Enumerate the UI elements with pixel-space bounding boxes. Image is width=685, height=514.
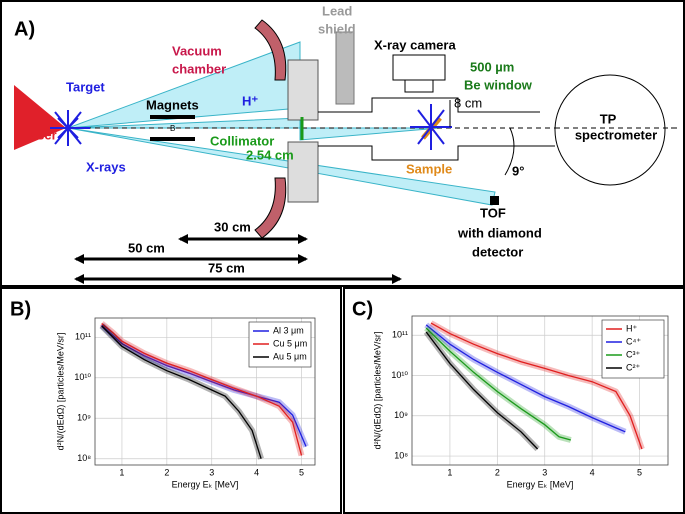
- panel-a-border: [0, 0, 685, 287]
- label: Sample: [406, 161, 452, 176]
- label: X-rays: [86, 159, 126, 174]
- x-tick-label: 1: [447, 467, 452, 477]
- magnet: [150, 115, 195, 119]
- label: H⁺: [242, 93, 258, 108]
- tof-detector: [490, 196, 499, 205]
- label: Target: [66, 79, 105, 94]
- arrow-heads: [74, 234, 402, 284]
- legend-label: C³⁺: [626, 349, 640, 359]
- x-tick-label: 1: [119, 467, 124, 477]
- label: 9°: [512, 163, 524, 178]
- legend-label: C⁴⁺: [626, 336, 641, 346]
- axes-frame: [411, 315, 669, 466]
- magnet: [150, 137, 195, 141]
- label: X-ray camera: [374, 37, 456, 52]
- panel-label: B): [10, 298, 31, 320]
- panel-b-border: [0, 287, 342, 514]
- y-tick-label: 10⁹: [77, 413, 91, 423]
- flange: [287, 141, 319, 203]
- legend-label: C²⁺: [626, 362, 640, 372]
- chamber-wall: [254, 19, 287, 81]
- y-tick-label: 10⁸: [77, 453, 91, 463]
- series-line: [425, 327, 571, 441]
- label: 500 µm: [470, 59, 514, 74]
- label: Magnets: [146, 97, 199, 112]
- label: 8 cm: [454, 95, 482, 110]
- label: shield: [318, 21, 356, 36]
- y-axis-label: d²N/(dEdΩ) [particles/MeV/sr]: [55, 333, 65, 451]
- angle-arc: [504, 127, 515, 176]
- flange: [287, 59, 319, 121]
- label: chamber: [172, 61, 226, 76]
- x-tick-label: 2: [164, 467, 169, 477]
- y-tick-label: 10¹¹: [392, 330, 408, 340]
- x-axis-label: Energy Eₖ [MeV]: [172, 479, 239, 489]
- spectrometer: [554, 74, 666, 186]
- x-tick-label: 4: [254, 467, 259, 477]
- label: Collimator: [210, 133, 274, 148]
- y-tick-label: 10¹⁰: [74, 372, 91, 382]
- series-line: [425, 324, 626, 433]
- target-star: [50, 110, 90, 146]
- axes-frame: [94, 317, 316, 466]
- series-line: [430, 322, 643, 450]
- camera-mount: [404, 79, 434, 93]
- chamber-wall: [254, 177, 287, 239]
- y-tick-label: 10⁹: [394, 410, 408, 420]
- legend-label: Al 3 μm: [273, 325, 304, 335]
- x-tick-label: 2: [495, 467, 500, 477]
- label: 75 cm: [208, 260, 245, 275]
- panel-label: A): [14, 18, 35, 40]
- label: Be window: [464, 77, 533, 92]
- legend-label: Cu 5 μm: [273, 338, 307, 348]
- y-axis-label: d²N/(dEdΩ) [particles/MeV/sr]: [372, 332, 382, 450]
- series-line: [101, 325, 262, 459]
- label: detector: [472, 244, 523, 259]
- y-tick-label: 10⁸: [394, 450, 408, 460]
- lead-shield: [335, 31, 355, 105]
- x-tick-label: 5: [299, 467, 304, 477]
- label: Lead: [322, 3, 352, 18]
- legend-label: H⁺: [626, 323, 637, 333]
- sample-star: [410, 104, 452, 150]
- label: TOF: [480, 205, 506, 220]
- x-axis-label: Energy Eₖ [MeV]: [507, 479, 574, 489]
- label: Laser: [22, 127, 57, 142]
- laser-beam: [14, 85, 66, 150]
- label: 50 cm: [128, 240, 165, 255]
- beam-pipe: [318, 97, 555, 161]
- y-tick-label: 10¹⁰: [391, 370, 408, 380]
- x-tick-label: 3: [209, 467, 214, 477]
- series-line: [425, 331, 539, 450]
- series-line: [101, 322, 303, 456]
- xray-camera: [392, 54, 446, 81]
- series-line: [101, 324, 307, 447]
- legend-label: Au 5 μm: [273, 351, 307, 361]
- y-tick-label: 10¹¹: [75, 332, 91, 342]
- panel-c-border: [343, 287, 685, 514]
- x-tick-label: 4: [590, 467, 595, 477]
- label: spectrometer: [575, 127, 657, 142]
- x-tick-label: 3: [542, 467, 547, 477]
- setup-diagram: [14, 19, 680, 284]
- label: 30 cm: [214, 219, 251, 234]
- label: Vacuum: [172, 43, 222, 58]
- label: B: [170, 124, 175, 133]
- label: TP: [600, 111, 617, 126]
- x-tick-label: 5: [637, 467, 642, 477]
- label: with diamond: [457, 225, 542, 240]
- panel-label: C): [352, 298, 373, 320]
- label: 2.54 cm: [246, 147, 294, 162]
- distance-arrows: [76, 237, 400, 281]
